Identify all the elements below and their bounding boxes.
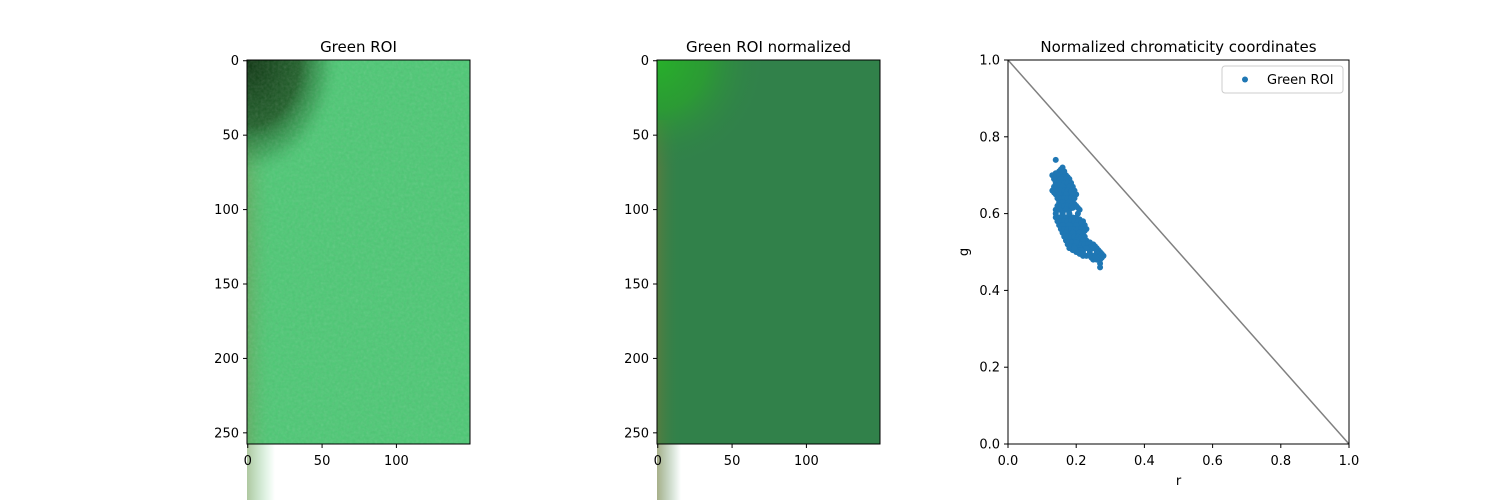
panel-3-x-axis: 0.0 0.2 0.4 0.6 0.8 1.0	[998, 444, 1360, 469]
legend-marker	[1242, 76, 1248, 83]
scatter-point	[1074, 204, 1081, 211]
scatter-point	[1071, 195, 1078, 202]
y-tick-label: 250	[214, 426, 239, 441]
y-tick-label: 100	[214, 203, 239, 218]
scatter-point	[1052, 156, 1059, 163]
x-tick-label: 100	[384, 454, 409, 469]
y-tick-label: 100	[624, 203, 649, 218]
y-tick-label: 250	[624, 426, 649, 441]
x-tick-label: 1.0	[1339, 454, 1360, 469]
panel-2-x-axis: 0 50 100	[654, 444, 819, 469]
panel-1-image	[247, 60, 470, 500]
y-tick-label: 150	[624, 278, 649, 293]
scatter-point	[1062, 206, 1069, 213]
scatter-series-green-roi	[1049, 156, 1107, 271]
x-tick-label: 0.2	[1066, 454, 1087, 469]
y-tick-label: 50	[632, 129, 649, 144]
scatter-point	[1081, 227, 1088, 234]
scatter-point	[1069, 204, 1076, 211]
x-tick-label: 0.8	[1270, 454, 1291, 469]
legend-label: Green ROI	[1267, 73, 1334, 88]
panel-2-image	[657, 60, 880, 500]
panel-chromaticity: Normalized chromaticity coordinates 0.0 0…	[957, 38, 1359, 489]
y-tick-label: 0.4	[979, 284, 1000, 299]
panel-1-x-axis: 0 50 100	[244, 444, 409, 469]
scatter-point	[1052, 210, 1059, 217]
y-tick-label: 200	[624, 352, 649, 367]
y-tick-label: 0.0	[979, 438, 1000, 453]
x-tick-label: 0.6	[1202, 454, 1223, 469]
scatter-point	[1056, 206, 1063, 213]
panel-green-roi-normalized: Green ROI normalized 0 50 100 0 50 100 150 200…	[624, 38, 881, 500]
x-tick-label: 50	[724, 454, 741, 469]
panel-1-frame	[246, 59, 471, 445]
y-tick-label: 1.0	[979, 54, 1000, 69]
x-tick-label: 100	[794, 454, 819, 469]
y-tick-label: 200	[214, 352, 239, 367]
panel-2-frame	[656, 59, 881, 445]
panel-2-y-axis: 0 50 100 150 200 250	[624, 54, 657, 441]
legend-box	[1221, 65, 1344, 94]
panel-green-roi: Green ROI 0 50 100 0 50 100 150 200 250	[214, 38, 471, 500]
scatter-point	[1097, 260, 1104, 267]
y-tick-label: 0.6	[979, 207, 1000, 222]
y-tick-label: 150	[214, 278, 239, 293]
roi-image-texture	[247, 60, 470, 444]
scatter-point	[1090, 245, 1097, 252]
y-axis-label: g	[957, 248, 972, 256]
panel-3-y-axis: 0.0 0.2 0.4 0.6 0.8 1.0	[979, 54, 1008, 453]
scatter-point	[1083, 245, 1090, 252]
scatter-point	[1083, 252, 1090, 259]
panel-3-title: Normalized chromaticity coordinates	[1040, 38, 1316, 56]
x-tick-label: 0.0	[998, 454, 1019, 469]
scatter-point	[1071, 245, 1078, 252]
y-tick-label: 0.8	[979, 130, 1000, 145]
y-tick-label: 0	[641, 54, 649, 69]
panel-1-y-axis: 0 50 100 150 200 250	[214, 54, 247, 441]
scatter-point	[1066, 210, 1073, 217]
diagonal-reference-line	[1007, 59, 1350, 445]
panel-1-title: Green ROI	[320, 38, 397, 56]
y-tick-label: 0.2	[979, 361, 1000, 376]
y-tick-label: 0	[231, 54, 239, 69]
scatter-point	[1086, 249, 1093, 255]
scatter-point	[1074, 210, 1081, 217]
scatter-point	[1061, 168, 1068, 175]
x-tick-label: 0	[244, 454, 252, 469]
scatter-point	[1098, 254, 1105, 261]
x-axis-label: r	[1176, 474, 1182, 489]
y-tick-label: 50	[222, 129, 239, 144]
panel-3-frame	[1007, 59, 1350, 445]
x-tick-label: 0	[654, 454, 662, 469]
x-tick-label: 50	[314, 454, 331, 469]
scatter-point	[1059, 210, 1066, 217]
norm-image-bright-corner	[657, 60, 880, 444]
panel-2-title: Green ROI normalized	[686, 38, 851, 56]
legend: Green ROI	[1221, 65, 1344, 94]
scatter-point	[1078, 250, 1085, 257]
scatter-point	[1093, 256, 1100, 263]
x-tick-label: 0.4	[1134, 454, 1155, 469]
